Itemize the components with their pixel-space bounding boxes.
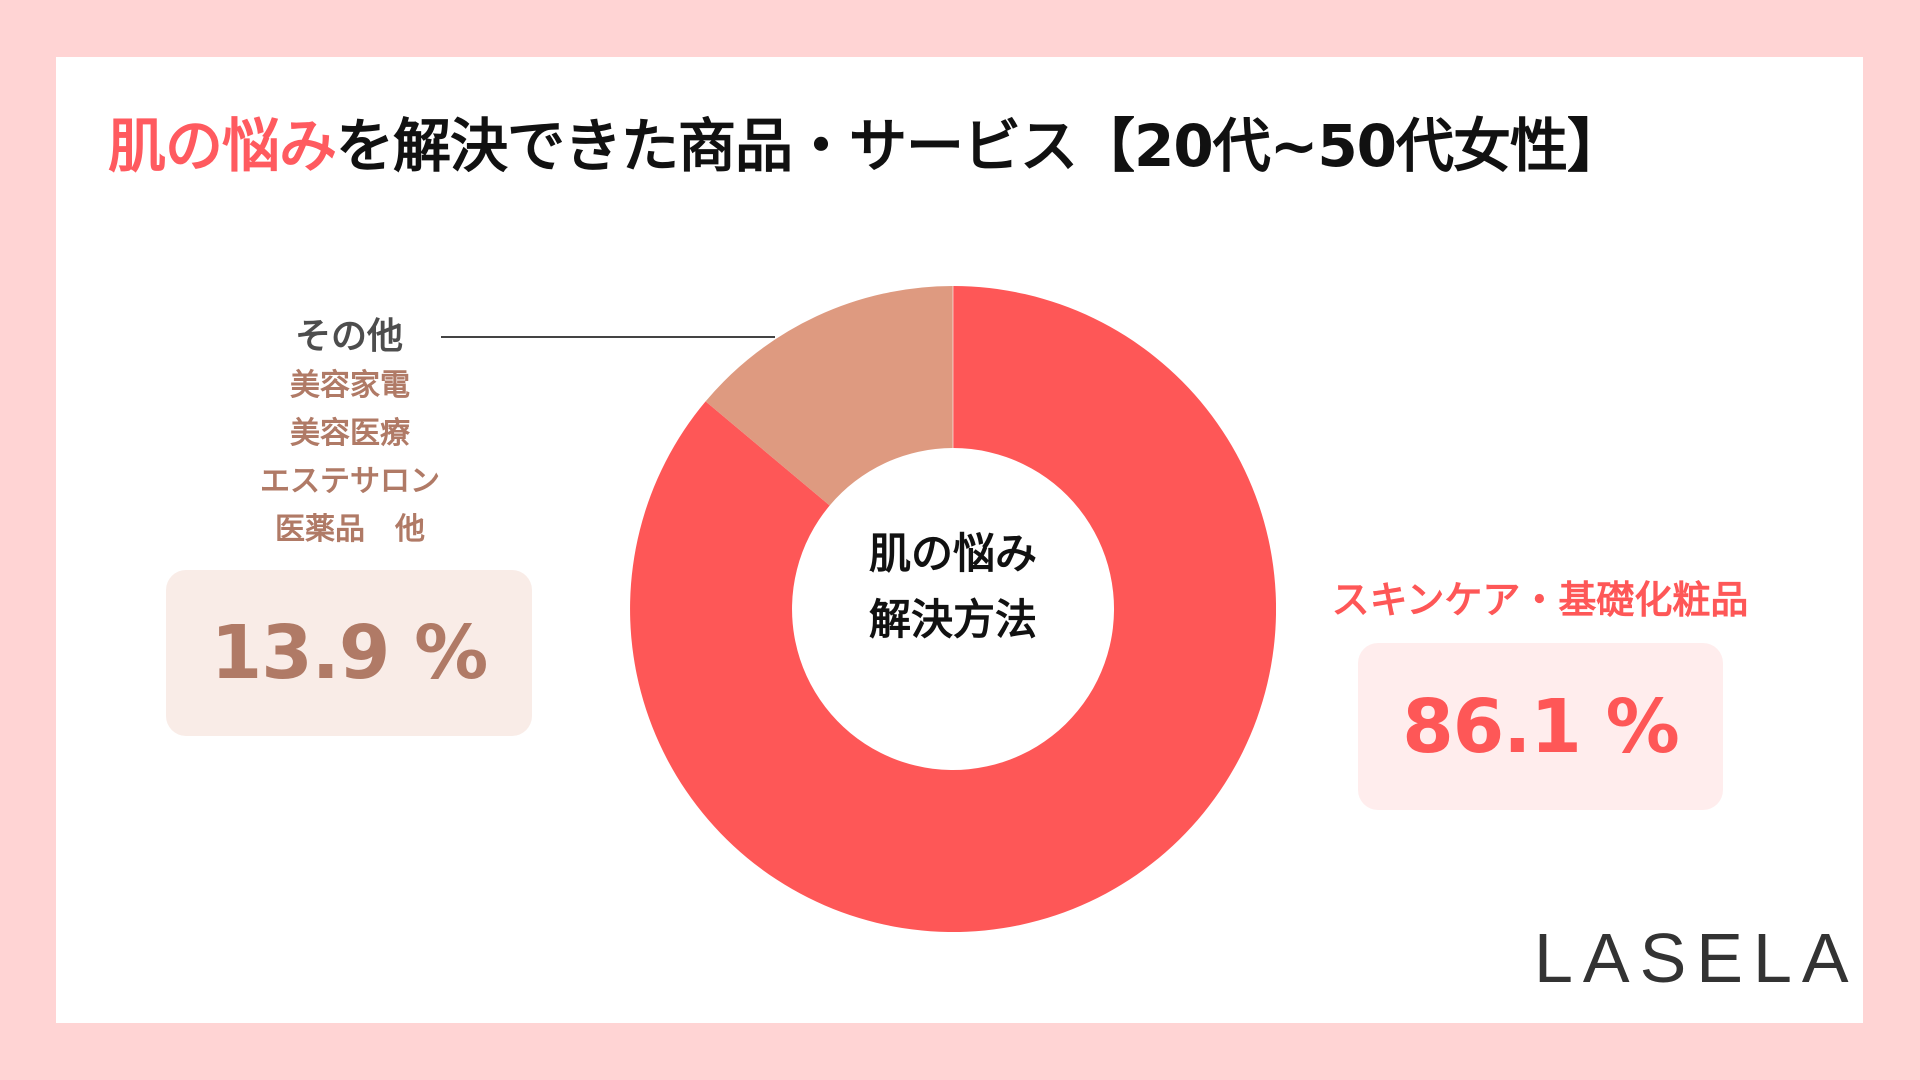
chart-title: 肌の悩みを解決できた商品・サービス【20代~50代女性】 xyxy=(108,106,1625,186)
brand-logo: LASELA xyxy=(1534,919,1859,997)
donut-chart xyxy=(630,286,1276,932)
title-accent: 肌の悩み xyxy=(108,112,337,180)
skincare-title: スキンケア・基礎化粧品 xyxy=(1331,578,1749,622)
other-legend: その他 美容家電 美容医療 エステサロン 医薬品 他 xyxy=(220,312,480,554)
skincare-percent: 86.1 % xyxy=(1402,683,1679,770)
other-item: 医薬品 他 xyxy=(275,512,425,547)
leader-line xyxy=(441,336,775,338)
donut-center-label: 肌の悩み 解決方法 xyxy=(792,448,1114,770)
center-line-2: 解決方法 xyxy=(868,595,1037,644)
slice-other xyxy=(705,286,953,506)
other-item: エステサロン xyxy=(260,464,440,499)
slice-skincare xyxy=(630,286,1276,932)
other-title: その他 xyxy=(294,316,403,357)
other-item: 美容家電 xyxy=(290,368,410,403)
other-percent-box: 13.9 % xyxy=(166,570,532,736)
skincare-percent-box: 86.1 % xyxy=(1358,643,1723,810)
title-rest: を解決できた商品・サービス【20代~50代女性】 xyxy=(336,112,1625,180)
center-line-1: 肌の悩み xyxy=(868,529,1037,578)
other-percent: 13.9 % xyxy=(210,610,488,696)
other-item: 美容医療 xyxy=(290,416,410,451)
